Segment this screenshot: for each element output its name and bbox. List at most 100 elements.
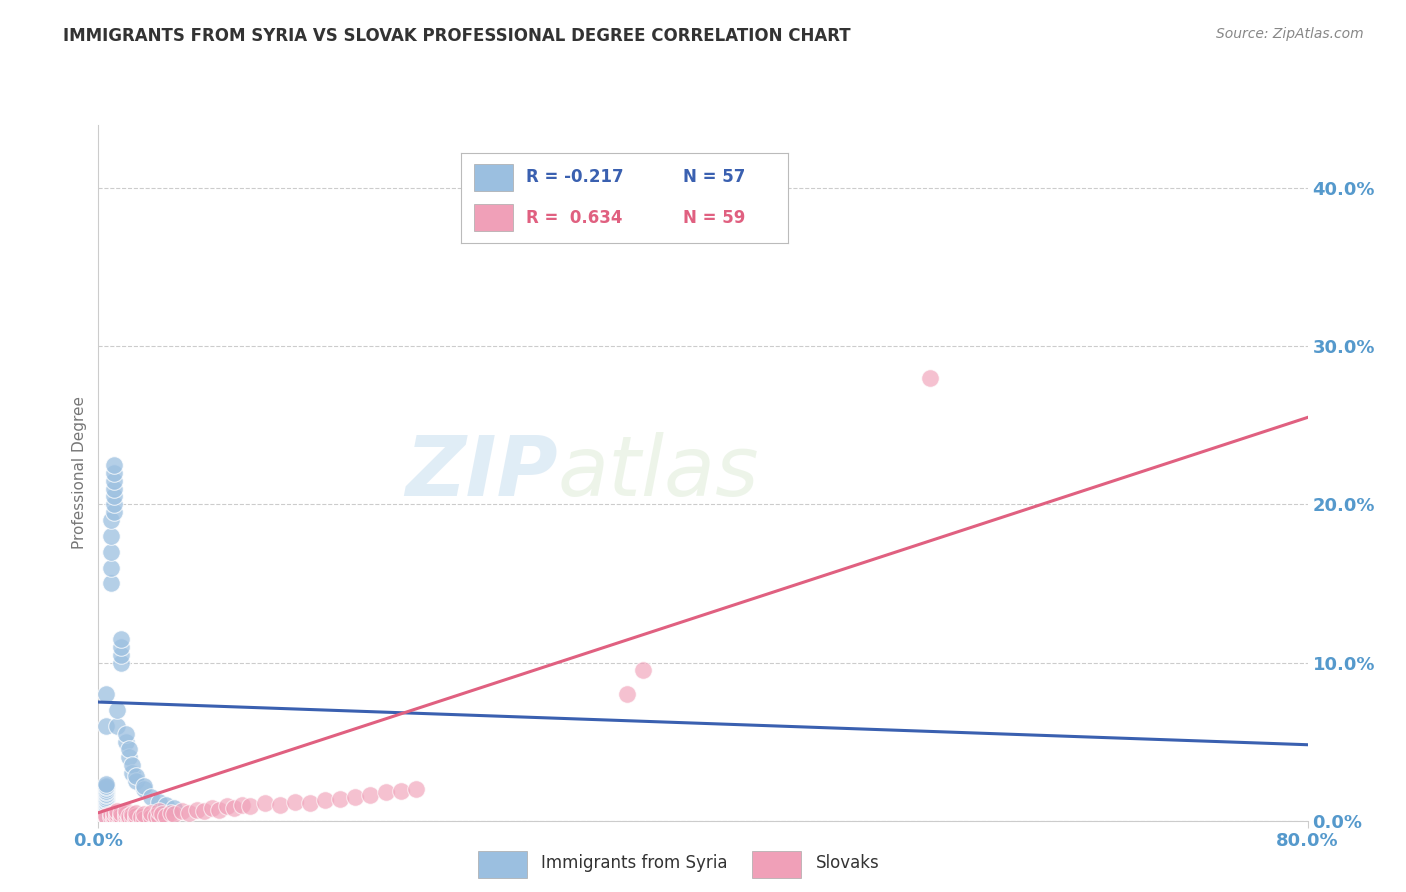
Point [110,656,132,670]
Point [141,789,163,804]
Point [150,807,173,822]
Point [141,810,163,824]
Point [94,805,117,820]
Point [201,801,224,815]
Point [110,812,132,826]
Point [94,782,117,797]
Point [155,797,177,812]
FancyBboxPatch shape [752,851,801,878]
Text: ZIP: ZIP [405,433,558,513]
Point [284,795,307,809]
Point [121,758,143,772]
Point [193,804,215,818]
Point [94,789,117,803]
Point [94,719,117,733]
Point [94,789,117,804]
Point [103,482,125,496]
Point [121,766,143,780]
Point [110,805,132,820]
Point [94,796,117,810]
Text: IMMIGRANTS FROM SYRIA VS SLOVAK PROFESSIONAL DEGREE CORRELATION CHART: IMMIGRANTS FROM SYRIA VS SLOVAK PROFESSI… [63,27,851,45]
Point [94,810,117,824]
Point [918,371,941,385]
Point [94,801,117,815]
Text: Immigrants from Syria: Immigrants from Syria [541,854,728,872]
Point [114,810,136,824]
Point [94,777,117,791]
Point [100,560,122,574]
Point [100,810,122,824]
Point [103,809,125,823]
Point [253,796,276,810]
Point [110,809,132,823]
Point [103,474,125,488]
Text: R =  0.634: R = 0.634 [526,209,623,227]
Point [94,812,117,826]
Point [163,807,186,822]
Text: N = 59: N = 59 [683,209,745,227]
Point [329,791,352,805]
Point [110,640,132,654]
Point [208,803,231,817]
Point [121,807,143,822]
Point [160,805,183,820]
FancyBboxPatch shape [474,163,513,191]
Point [179,805,201,820]
Point [118,750,141,764]
Point [105,810,128,824]
Point [105,807,128,822]
FancyBboxPatch shape [474,204,513,231]
Point [129,810,152,824]
Point [94,687,117,701]
Point [105,719,128,733]
Point [94,809,117,823]
Text: R = -0.217: R = -0.217 [526,168,624,186]
Point [103,497,125,511]
Point [163,801,186,815]
Point [114,734,136,748]
Point [100,576,122,591]
Point [94,780,117,795]
FancyBboxPatch shape [478,851,527,878]
Point [269,797,291,812]
Point [94,793,117,807]
Point [103,805,125,820]
Point [299,796,322,810]
Point [148,810,170,824]
Point [125,769,148,783]
Y-axis label: Professional Degree: Professional Degree [72,396,87,549]
Point [105,804,128,818]
Point [94,807,117,822]
Point [114,804,136,818]
Text: Source: ZipAtlas.com: Source: ZipAtlas.com [1216,27,1364,41]
Point [94,779,117,793]
Point [121,810,143,824]
Point [132,782,155,797]
Point [125,812,148,826]
Point [103,466,125,480]
Point [100,529,122,543]
Point [94,785,117,799]
Point [100,513,122,527]
Point [314,793,336,807]
Point [94,797,117,812]
Point [215,799,238,814]
Point [616,687,638,701]
Point [405,782,427,797]
Point [94,799,117,814]
Point [118,809,141,823]
Point [145,809,167,823]
Point [114,726,136,740]
Point [239,799,262,814]
Text: atlas: atlas [558,433,759,513]
Point [94,795,117,809]
Point [148,795,170,809]
Point [224,801,246,815]
Point [110,648,132,662]
Point [125,809,148,823]
Point [94,804,117,818]
Point [186,803,208,817]
Point [94,783,117,797]
Point [148,804,170,818]
Text: N = 57: N = 57 [683,168,745,186]
